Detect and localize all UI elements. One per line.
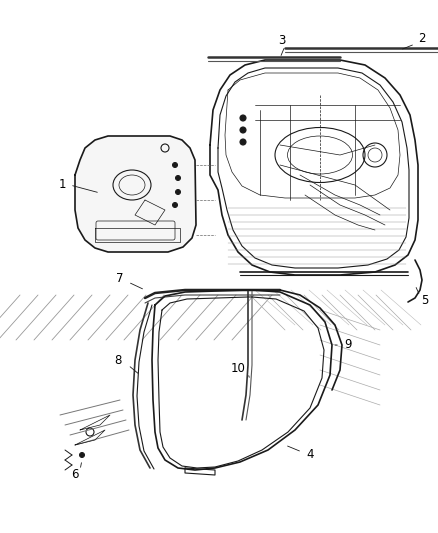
Text: 9: 9 [344,338,352,351]
Text: 7: 7 [116,271,124,285]
Circle shape [176,190,180,195]
Circle shape [173,203,177,207]
Circle shape [173,163,177,167]
Circle shape [80,453,85,457]
Circle shape [176,175,180,181]
Circle shape [240,139,246,145]
Circle shape [240,115,246,121]
Text: 6: 6 [71,469,79,481]
Text: 10: 10 [230,361,245,375]
Text: 5: 5 [421,294,429,306]
Text: 4: 4 [306,448,314,462]
Text: 8: 8 [114,353,122,367]
Polygon shape [75,136,196,252]
Text: 3: 3 [278,34,286,46]
Circle shape [240,127,246,133]
Text: 1: 1 [58,179,66,191]
Text: 2: 2 [418,31,426,44]
